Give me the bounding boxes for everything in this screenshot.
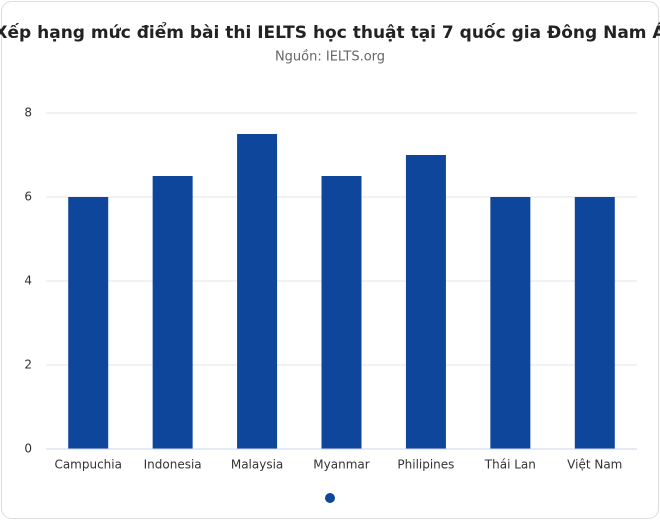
x-tick-label: Indonesia <box>144 458 202 472</box>
chart-title: Xếp hạng mức điểm bài thi IELTS học thuậ… <box>0 21 660 43</box>
x-tick-label: Campuchia <box>54 458 122 472</box>
legend-dot[interactable] <box>325 493 335 503</box>
x-tick-label: Myanmar <box>313 458 369 472</box>
bar <box>68 197 109 449</box>
x-tick-label: Việt Nam <box>567 458 622 472</box>
x-tick-label: Malaysia <box>231 458 283 472</box>
y-tick-label: 0 <box>24 442 32 456</box>
bar <box>152 176 193 449</box>
x-tick-label: Philipines <box>397 458 454 472</box>
x-tick-label: Thái Lan <box>484 458 536 472</box>
bar <box>237 134 278 449</box>
bar <box>405 155 446 449</box>
bar <box>321 176 362 449</box>
bar <box>490 197 531 449</box>
y-tick-label: 4 <box>24 274 32 288</box>
y-tick-label: 6 <box>24 190 32 204</box>
chart-subtitle: Nguồn: IELTS.org <box>275 50 385 65</box>
bar <box>574 197 615 449</box>
y-tick-label: 2 <box>24 358 32 372</box>
y-tick-label: 8 <box>24 106 32 120</box>
